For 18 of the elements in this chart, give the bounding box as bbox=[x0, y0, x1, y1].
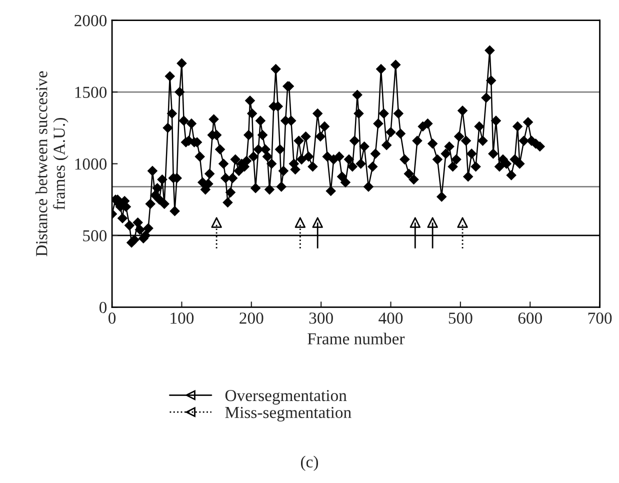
x-tick-label: 500 bbox=[448, 312, 472, 324]
x-tick-label: 100 bbox=[170, 312, 194, 324]
x-axis-title: Frame number bbox=[308, 332, 405, 344]
x-tick-label: 600 bbox=[518, 312, 542, 324]
y-tick-label: 0 bbox=[99, 302, 107, 314]
y-tick-label: 1500 bbox=[75, 86, 107, 98]
text: (c) bbox=[300, 456, 318, 471]
y-axis-title: Distance between succesive frames (A.U.) bbox=[36, 71, 68, 256]
legend-label: Miss-segmentation bbox=[225, 406, 352, 422]
legend-label: Oversegmentation bbox=[225, 390, 347, 405]
y-tick-label: 2000 bbox=[74, 14, 107, 26]
x-tick-label: 400 bbox=[378, 312, 403, 324]
y-tick-label: 1000 bbox=[75, 158, 107, 170]
x-tick-label: 300 bbox=[309, 312, 333, 324]
x-tick-label: 200 bbox=[240, 312, 264, 324]
y-tick-label: 500 bbox=[83, 230, 107, 242]
x-tick-label: 700 bbox=[588, 312, 612, 324]
x-tick-label: 0 bbox=[108, 312, 116, 324]
